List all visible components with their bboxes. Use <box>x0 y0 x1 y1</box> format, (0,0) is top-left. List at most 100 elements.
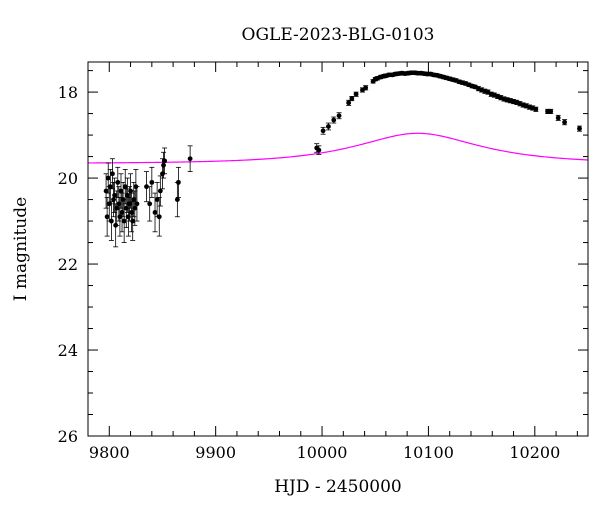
x-axis: 9800 9900 10000 10100 10200 <box>87 62 578 462</box>
data-point <box>124 177 130 213</box>
data-marker <box>316 147 322 153</box>
y-tick-label: 20 <box>58 169 78 188</box>
data-marker <box>156 214 162 220</box>
data-marker <box>130 218 136 224</box>
data-point <box>156 197 162 237</box>
data-marker <box>353 91 359 97</box>
data-marker <box>129 210 135 215</box>
data-marker <box>161 162 166 168</box>
data-point <box>107 169 113 205</box>
data-point <box>117 197 123 237</box>
data-marker <box>103 188 109 194</box>
data-point <box>320 126 326 135</box>
data-point <box>533 106 539 112</box>
data-marker <box>134 201 140 207</box>
data-marker <box>157 188 163 194</box>
data-marker <box>115 179 121 185</box>
x-tick-label: 9800 <box>89 443 130 462</box>
data-marker <box>149 179 155 185</box>
x-tick-label: 10100 <box>403 443 454 462</box>
x-axis-label: HJD - 2450000 <box>274 477 402 497</box>
data-marker <box>326 124 331 129</box>
data-point <box>114 190 120 226</box>
data-point <box>132 190 138 226</box>
data-point <box>548 108 554 114</box>
data-marker <box>562 119 567 125</box>
data-point <box>149 166 155 198</box>
data-point <box>363 85 369 91</box>
data-marker <box>331 117 337 123</box>
data-marker <box>346 100 352 106</box>
data-point <box>162 147 168 175</box>
data-point <box>187 145 193 173</box>
data-marker <box>114 205 120 211</box>
data-point <box>466 82 472 88</box>
data-point <box>325 122 331 131</box>
data-point <box>353 91 359 97</box>
data-marker <box>119 210 125 215</box>
data-marker <box>577 126 582 132</box>
data-marker <box>126 214 131 220</box>
data-point <box>175 166 181 198</box>
data-marker <box>123 205 129 211</box>
data-marker <box>131 197 137 202</box>
data-marker <box>110 171 115 177</box>
y-tick-label: 26 <box>58 427 78 446</box>
data-marker <box>162 158 167 164</box>
data-point <box>562 119 568 126</box>
data-marker <box>111 197 116 202</box>
data-point <box>122 169 128 205</box>
data-marker <box>121 218 127 224</box>
data-marker <box>122 184 128 190</box>
data-point <box>128 173 134 209</box>
plot-area <box>87 61 589 437</box>
data-marker <box>124 192 130 198</box>
data-marker <box>320 128 326 134</box>
data-marker <box>132 205 138 211</box>
data-marker <box>176 179 181 185</box>
data-point <box>112 177 118 213</box>
y-tick-label: 22 <box>58 255 78 274</box>
data-point <box>109 158 115 190</box>
data-point <box>316 145 322 155</box>
data-marker <box>128 188 133 194</box>
data-marker <box>116 201 122 207</box>
data-marker <box>548 109 554 114</box>
data-point <box>131 181 137 218</box>
data-marker <box>117 214 123 220</box>
x-tick-label: 9900 <box>195 443 236 462</box>
data-point <box>121 199 127 243</box>
data-marker <box>112 192 117 198</box>
model-curve <box>88 132 588 164</box>
data-point <box>134 186 140 222</box>
data-marker <box>187 156 193 162</box>
plot-frame <box>87 61 589 437</box>
data-point <box>105 162 111 194</box>
data-marker <box>533 106 539 112</box>
data-marker <box>152 210 158 215</box>
data-marker <box>555 115 561 121</box>
data-marker <box>144 184 149 190</box>
data-marker <box>349 96 355 101</box>
data-point <box>115 166 121 198</box>
y-tick-label: 18 <box>58 83 78 102</box>
x-tick-label: 10200 <box>509 443 560 462</box>
data-marker <box>147 201 153 207</box>
data-marker <box>118 188 124 194</box>
data-point <box>174 181 180 218</box>
data-point <box>103 173 109 209</box>
x-tick-label: 10000 <box>297 443 348 462</box>
data-marker <box>174 197 180 202</box>
data-marker <box>105 175 111 181</box>
y-axis-label: I magnitude <box>11 197 31 301</box>
data-marker <box>107 184 113 190</box>
data-point <box>147 186 153 222</box>
data-marker <box>336 113 342 119</box>
data-marker <box>154 197 160 202</box>
data-point <box>576 125 582 132</box>
data-marker <box>363 85 369 91</box>
data-point <box>349 95 355 102</box>
data-marker <box>127 201 132 207</box>
y-axis: 18 20 22 24 26 <box>58 70 588 446</box>
